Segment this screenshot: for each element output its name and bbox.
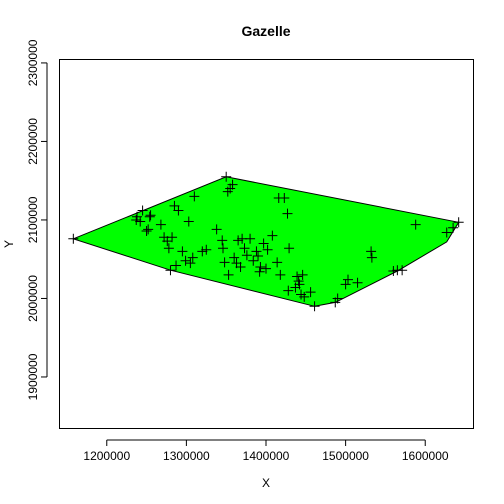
data-point (340, 279, 351, 290)
data-point (283, 285, 294, 296)
data-point (258, 238, 269, 249)
data-point (211, 224, 222, 235)
data-points (68, 171, 464, 312)
data-point (141, 225, 152, 236)
data-point (131, 214, 142, 225)
data-point (366, 252, 377, 263)
data-point (221, 171, 232, 182)
data-point (294, 279, 305, 290)
data-point (299, 291, 310, 302)
data-point (173, 205, 184, 216)
data-point (229, 252, 240, 263)
data-point (163, 243, 174, 254)
x-tick-label: 1200000 (83, 449, 130, 463)
data-point (441, 227, 452, 238)
data-point (162, 236, 173, 247)
data-point (388, 265, 399, 276)
data-point (352, 277, 363, 288)
data-point (185, 258, 196, 269)
data-point (201, 244, 212, 255)
data-point (448, 222, 459, 233)
data-point (219, 257, 230, 268)
x-tick-label: 1300000 (163, 449, 210, 463)
data-point (171, 260, 182, 271)
data-point (189, 191, 200, 202)
data-point (231, 258, 242, 269)
data-point (453, 217, 464, 228)
data-point (180, 255, 191, 266)
data-point (187, 252, 198, 263)
data-point (235, 262, 246, 273)
y-tick-label: 2300000 (26, 39, 40, 86)
data-point (143, 224, 154, 235)
y-tick-label: 2100000 (26, 196, 40, 243)
data-point (343, 274, 354, 285)
y-axis-label: Y (2, 240, 16, 248)
data-point (241, 250, 252, 261)
x-tick-label: 1500000 (322, 449, 369, 463)
x-tick-label: 1400000 (243, 449, 290, 463)
data-point (253, 251, 264, 262)
data-point (137, 205, 148, 216)
data-point (227, 179, 238, 190)
data-point (177, 246, 188, 257)
data-point (309, 301, 320, 312)
data-point (262, 244, 273, 255)
data-point (245, 233, 256, 244)
y-tick-label: 2000000 (26, 275, 40, 322)
x-tick-label: 1600000 (402, 449, 449, 463)
x-axis-label: X (262, 476, 270, 490)
y-tick-label: 1900000 (26, 353, 40, 400)
data-point (297, 269, 308, 280)
data-point (225, 183, 236, 194)
chart-title: Gazelle (241, 23, 290, 39)
data-point (292, 271, 303, 282)
data-point (282, 208, 293, 219)
data-point (397, 265, 408, 276)
data-point (169, 200, 180, 211)
x-axis: 1200000 1300000 1400000 1500000 1600000 (83, 439, 449, 463)
data-point (305, 287, 316, 298)
data-point (255, 262, 266, 273)
data-point (223, 269, 234, 280)
data-point (254, 266, 265, 277)
data-point (165, 265, 176, 276)
data-point (332, 293, 343, 304)
plot-frame (59, 59, 474, 429)
data-point (217, 235, 228, 246)
data-point (135, 216, 146, 227)
data-point (218, 243, 229, 254)
data-point (284, 243, 295, 254)
data-point (183, 216, 194, 227)
data-point (261, 263, 271, 274)
data-point (239, 243, 250, 254)
data-point (410, 219, 421, 230)
convex-hull-polygon (71, 176, 460, 307)
data-point (145, 210, 156, 221)
data-point (68, 233, 79, 244)
y-axis: 1900000 2000000 2100000 2200000 2300000 (26, 39, 48, 400)
data-point (279, 192, 290, 203)
data-point (167, 232, 178, 243)
data-point (144, 211, 155, 222)
y-tick-label: 2200000 (26, 118, 40, 165)
plot-area (68, 171, 464, 312)
data-point (251, 246, 262, 257)
data-point (267, 230, 278, 241)
data-point (233, 235, 244, 246)
data-point (155, 219, 166, 230)
data-point (366, 246, 377, 257)
data-point (275, 269, 286, 280)
data-point (330, 297, 341, 308)
data-point (248, 255, 259, 266)
data-point (197, 246, 208, 257)
data-point (272, 257, 283, 268)
